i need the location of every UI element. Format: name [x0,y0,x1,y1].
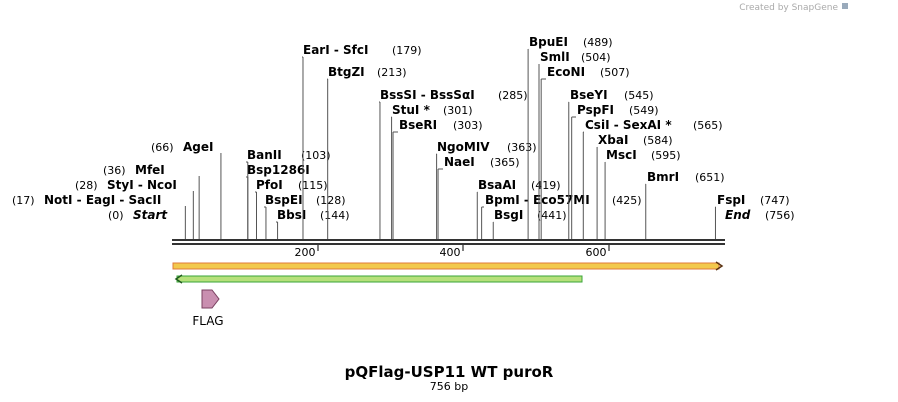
backbone-top [172,239,725,241]
site-name: StuI * [392,103,431,117]
flag-feature [201,289,220,309]
backbone-bottom [172,243,725,245]
title: pQFlag-USP11 WT puroR [345,363,554,381]
site-name: EcoNI [547,65,585,79]
site-name: CsiI - SexAI * [585,118,672,132]
site-position: (285) [498,89,528,102]
feature-label: FLAG [192,314,223,328]
ruler-label: 200 [295,246,316,259]
site-position: (303) [453,119,483,132]
site-position: (595) [651,149,681,162]
site-name: StyI - NcoI [107,178,177,192]
site-position: (28) [75,179,98,192]
site-name: BseRI [399,118,437,132]
logo [842,3,848,9]
site-position: (144) [320,209,350,222]
site-position: (17) [12,194,35,207]
arrow-head [174,274,183,284]
site-position: (66) [151,141,174,154]
site-name: BpmI - Eco57MI [485,193,590,207]
site-position: (179) [392,44,422,57]
site-position: (565) [693,119,723,132]
site-name: NotI - EagI - SacII [44,193,161,207]
site-position: (36) [103,164,126,177]
site-name: PfoI [256,178,283,192]
site-position: (584) [643,134,673,147]
site-position: (507) [600,66,630,79]
site-name: MfeI [135,163,165,177]
feature-green [176,275,583,283]
site-name: BmrI [647,170,679,184]
site-position: (651) [695,171,725,184]
site-name: BspEI [265,193,303,207]
site-name: BssSI - BssSαI [380,88,475,102]
site-position: (504) [581,51,611,64]
site-position: (419) [531,179,561,192]
site-name: FspI [717,193,745,207]
site-name: NgoMIV [437,140,490,154]
site-name: BsgI [494,208,523,222]
site-name: PspFI [577,103,614,117]
site-position: (441) [537,209,567,222]
site-position: (365) [490,156,520,169]
site-position: (363) [507,141,537,154]
site-name: Bsp1286I [247,163,310,177]
length: 756 bp [430,380,468,393]
site-name: BseYI [570,88,608,102]
site-position: (115) [298,179,328,192]
site-name: End [725,208,751,222]
site-position: (545) [624,89,654,102]
ruler-label: 400 [440,246,461,259]
site-position: (549) [629,104,659,117]
site-name: BpuEI [529,35,568,49]
site-name: EarI - SfcI [303,43,368,57]
site-name: XbaI [598,133,628,147]
site-position: (425) [612,194,642,207]
site-name: SmlI [540,50,570,64]
site-name: BanII [247,148,282,162]
feature-orange [172,262,720,270]
arrow-head [715,261,724,271]
ruler-label: 600 [586,246,607,259]
site-name: AgeI [183,140,213,154]
site-name: BtgZI [328,65,365,79]
site-position: (301) [443,104,473,117]
site-name: BbsI [277,208,306,222]
site-position: (103) [301,149,331,162]
site-name: NaeI [444,155,475,169]
site-name: MscI [606,148,637,162]
site-position: (0) [108,209,124,222]
site-position: (756) [765,209,795,222]
site-position: (213) [377,66,407,79]
site-name: BsaAI [478,178,516,192]
site-position: (489) [583,36,613,49]
site-position: (747) [760,194,790,207]
site-name: Start [133,208,168,222]
site-position: (128) [316,194,346,207]
credit: Created by SnapGene [739,3,838,13]
